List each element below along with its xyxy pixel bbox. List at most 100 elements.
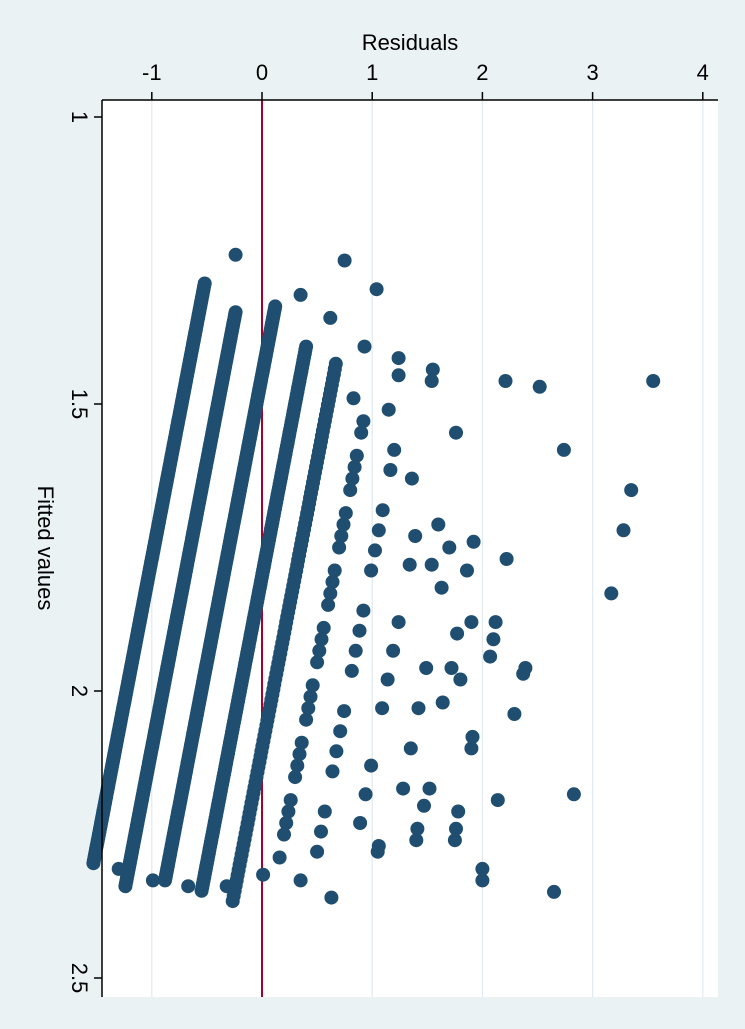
data-point <box>337 253 352 268</box>
data-point <box>404 471 419 486</box>
data-point <box>532 379 547 394</box>
data-point <box>616 523 631 538</box>
data-point <box>314 632 329 647</box>
data-point <box>352 623 367 638</box>
data-point <box>354 425 369 440</box>
data-point <box>464 741 479 756</box>
data-point <box>449 425 463 440</box>
data-point <box>333 724 348 739</box>
data-point <box>219 879 234 894</box>
data-point <box>294 735 309 750</box>
data-point <box>387 442 402 457</box>
data-point <box>303 689 318 704</box>
data-point <box>391 368 406 383</box>
data-point <box>256 867 271 882</box>
data-point <box>368 543 382 558</box>
axes-layer: -1 0 1 2 3 4 1 1.5 2 2.5 <box>67 60 718 997</box>
x-tick-label: -1 <box>142 60 162 85</box>
data-point <box>425 362 440 377</box>
data-point <box>556 442 571 457</box>
data-point <box>277 827 291 842</box>
data-point <box>158 873 172 888</box>
data-point <box>272 850 287 865</box>
data-point <box>646 374 661 388</box>
data-point <box>409 833 424 848</box>
data-point <box>327 563 342 578</box>
data-point <box>288 770 303 785</box>
data-point <box>111 861 126 876</box>
data-point <box>498 374 513 388</box>
data-point <box>334 529 349 543</box>
data-point <box>483 649 498 664</box>
data-point <box>293 873 308 888</box>
points-layer <box>86 247 661 909</box>
x-tick-label: 2 <box>476 60 488 85</box>
data-point <box>356 414 371 429</box>
data-point <box>547 884 561 899</box>
data-point <box>383 463 398 477</box>
data-point <box>435 695 450 710</box>
y-tick-label: 2.5 <box>67 963 92 994</box>
data-point <box>281 804 296 819</box>
x-tick-label: 3 <box>586 60 598 85</box>
data-point <box>353 816 368 830</box>
data-point <box>417 798 431 813</box>
data-point <box>466 534 481 549</box>
data-point <box>316 620 331 635</box>
data-point <box>447 833 462 848</box>
x-tick-label: 1 <box>366 60 378 85</box>
data-point <box>450 626 465 641</box>
data-point <box>323 310 338 325</box>
data-point <box>391 615 406 630</box>
data-point <box>369 282 384 297</box>
data-point <box>323 586 338 601</box>
data-point <box>292 747 307 762</box>
data-point <box>332 540 347 555</box>
data-point <box>194 883 209 898</box>
data-point <box>442 540 457 555</box>
data-point <box>464 615 479 630</box>
data-point <box>358 787 373 802</box>
data-point <box>488 615 503 630</box>
data-point <box>329 744 344 759</box>
data-point <box>324 890 339 905</box>
data-point <box>375 701 390 716</box>
data-point <box>507 707 522 721</box>
data-point <box>356 603 371 618</box>
data-point <box>624 483 639 498</box>
data-point <box>451 804 466 819</box>
data-point <box>402 557 417 572</box>
data-point <box>349 448 364 463</box>
data-point <box>486 632 501 647</box>
data-point <box>371 523 386 538</box>
data-point <box>604 586 619 601</box>
data-point <box>310 655 325 670</box>
x-axis-title: Residuals <box>362 30 459 55</box>
data-point <box>475 861 490 876</box>
x-tick-label: 4 <box>697 60 709 85</box>
data-point <box>310 844 325 859</box>
data-point <box>283 793 298 808</box>
data-point <box>460 563 474 578</box>
data-point <box>424 557 439 572</box>
data-point <box>325 764 340 779</box>
data-point <box>371 839 386 853</box>
data-point <box>411 701 426 716</box>
data-point <box>431 517 446 532</box>
data-point <box>475 873 490 888</box>
data-point <box>380 672 395 687</box>
data-point <box>321 597 336 612</box>
data-point <box>391 351 406 366</box>
data-point <box>566 787 581 802</box>
data-point <box>386 643 401 658</box>
data-point <box>118 879 133 894</box>
data-point <box>403 741 418 756</box>
data-point <box>312 643 327 658</box>
data-point <box>225 894 240 909</box>
data-point <box>348 643 363 658</box>
data-point <box>375 503 390 518</box>
data-point <box>336 517 351 532</box>
data-point <box>444 661 459 675</box>
